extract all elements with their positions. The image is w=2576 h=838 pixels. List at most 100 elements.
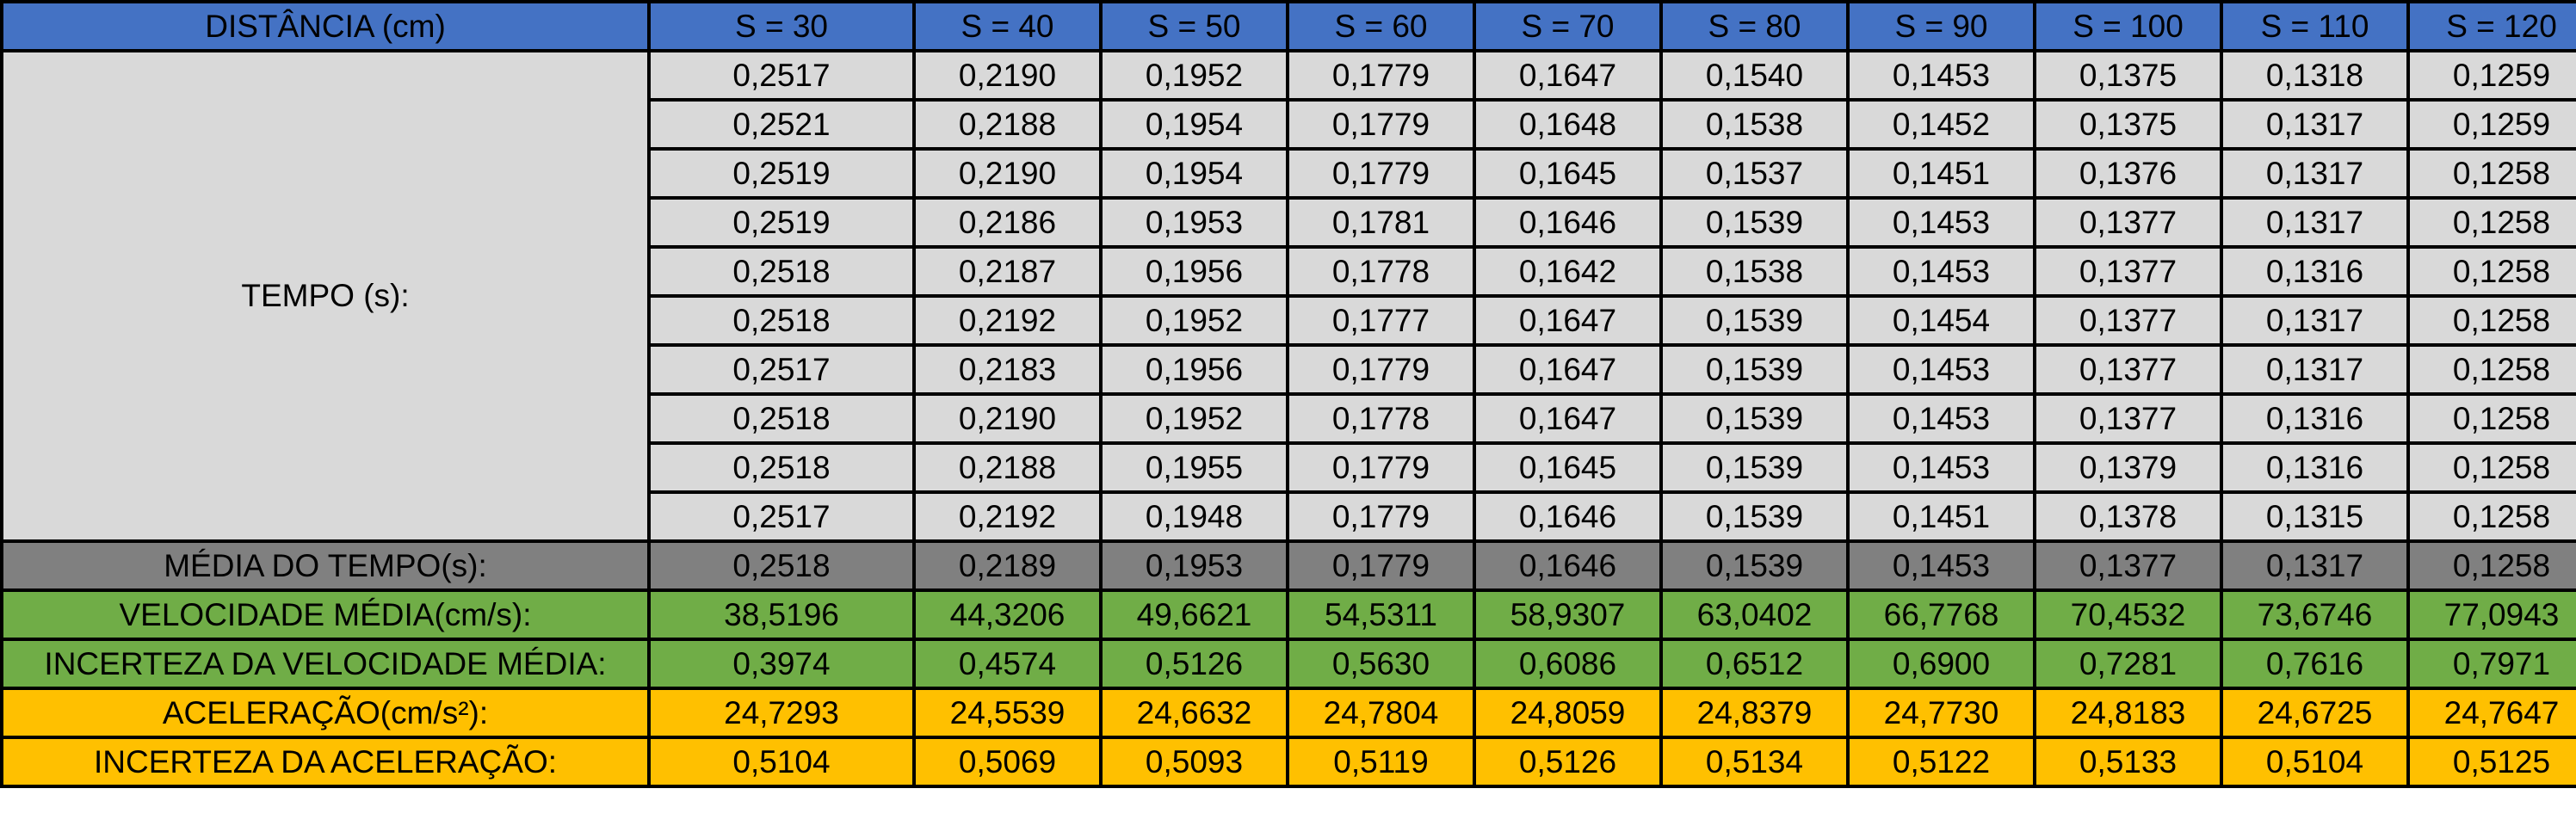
summary-label-cell: MÉDIA DO TEMPO(s): (0, 539, 651, 592)
summary-value-cell: 0,4574 (912, 638, 1103, 690)
summary-label-cell: INCERTEZA DA ACELERAÇÃO: (0, 736, 651, 788)
time-value-cell: 0,1540 (1659, 49, 1850, 102)
time-value-cell: 0,2187 (912, 245, 1103, 298)
time-value-cell: 0,1539 (1659, 392, 1850, 445)
time-value-cell: 0,2518 (647, 441, 916, 494)
time-row: 0,2518 0,2190 0,1952 0,1778 0,1647 0,1539 0,14… (2, 392, 2576, 445)
time-value-cell: 0,1259 (2406, 98, 2576, 151)
summary-label-cell: VELOCIDADE MÉDIA(cm/s): (0, 588, 651, 641)
summary-value-cell: 73,6746 (2220, 588, 2410, 641)
header-cell: S = 60 (1286, 0, 1476, 52)
time-value-cell: 0,2192 (912, 490, 1103, 543)
summary-value-cell: 24,5539 (912, 687, 1103, 739)
time-value-cell: 0,1258 (2406, 490, 2576, 543)
time-value-cell: 0,1375 (2033, 98, 2223, 151)
time-value-cell: 0,1777 (1286, 294, 1476, 347)
summary-value-cell: 0,2189 (912, 539, 1103, 592)
summary-value-cell: 24,7293 (647, 687, 916, 739)
summary-label-cell: INCERTEZA DA VELOCIDADE MÉDIA: (0, 638, 651, 690)
summary-value-cell: 0,5069 (912, 736, 1103, 788)
summary-value-cell: 58,9307 (1473, 588, 1663, 641)
time-value-cell: 0,1778 (1286, 392, 1476, 445)
time-value-cell: 0,1539 (1659, 490, 1850, 543)
time-value-cell: 0,1538 (1659, 245, 1850, 298)
time-value-cell: 0,1316 (2220, 245, 2410, 298)
header-row: DISTÂNCIA (cm) S = 30 S = 40 S = 50 S = … (0, 0, 2576, 52)
time-value-cell: 0,1645 (1473, 147, 1663, 200)
time-value-cell: 0,1648 (1473, 98, 1663, 151)
time-value-cell: 0,1453 (1846, 441, 2036, 494)
time-value-cell: 0,1376 (2033, 147, 2223, 200)
time-value-cell: 0,1647 (1473, 343, 1663, 396)
time-row: 0,2518 0,2192 0,1952 0,1777 0,1647 0,1539 0,14… (2, 294, 2576, 347)
time-value-cell: 0,1316 (2220, 392, 2410, 445)
time-value-cell: 0,1316 (2220, 441, 2410, 494)
time-row: 0,2518 0,2187 0,1956 0,1778 0,1642 0,1538 0,14… (2, 245, 2576, 298)
summary-value-cell: 0,5133 (2033, 736, 2223, 788)
summary-value-cell: 0,6900 (1846, 638, 2036, 690)
time-row: 0,2517 0,2183 0,1956 0,1779 0,1647 0,1539 0,14… (2, 343, 2576, 396)
summary-value-cell: 66,7768 (1846, 588, 2036, 641)
time-value-cell: 0,1258 (2406, 147, 2576, 200)
time-value-cell: 0,1453 (1846, 392, 2036, 445)
summary-value-cell: 0,1453 (1846, 539, 2036, 592)
time-row: 0,2519 0,2186 0,1953 0,1781 0,1646 0,1539 0,14… (2, 196, 2576, 249)
time-value-cell: 0,1647 (1473, 49, 1663, 102)
time-value-cell: 0,1451 (1846, 147, 2036, 200)
time-value-cell: 0,1317 (2220, 294, 2410, 347)
time-value-cell: 0,1954 (1099, 98, 1289, 151)
time-value-cell: 0,2190 (912, 49, 1103, 102)
time-value-cell: 0,1539 (1659, 343, 1850, 396)
time-value-cell: 0,1779 (1286, 490, 1476, 543)
time-value-cell: 0,1952 (1099, 294, 1289, 347)
time-row: TEMPO (s): 0,2517 0,2190 0,1952 0,1779 0,1647… (0, 49, 2576, 543)
summary-row-green: VELOCIDADE MÉDIA(cm/s): 38,5196 44,3206 49,… (0, 588, 2576, 641)
header-cell: S = 110 (2220, 0, 2410, 52)
time-value-cell: 0,1452 (1846, 98, 2036, 151)
header-cell: S = 50 (1099, 0, 1289, 52)
time-row: 0,2517 0,2192 0,1948 0,1779 0,1646 0,1539 0,14… (2, 490, 2576, 543)
time-value-cell: 0,1956 (1099, 343, 1289, 396)
summary-value-cell: 24,8183 (2033, 687, 2223, 739)
header-cell: S = 40 (912, 0, 1103, 52)
summary-value-cell: 77,0943 (2406, 588, 2576, 641)
time-value-cell: 0,1259 (2406, 49, 2576, 102)
time-value-cell: 0,2186 (912, 196, 1103, 249)
summary-value-cell: 0,7616 (2220, 638, 2410, 690)
time-value-cell: 0,1645 (1473, 441, 1663, 494)
time-value-cell: 0,1258 (2406, 294, 2576, 347)
time-value-cell: 0,1258 (2406, 343, 2576, 396)
time-value-cell: 0,1778 (1286, 245, 1476, 298)
time-value-cell: 0,1378 (2033, 490, 2223, 543)
time-value-cell: 0,1539 (1659, 441, 1850, 494)
header-cell: S = 100 (2033, 0, 2223, 52)
header-cell: S = 90 (1846, 0, 2036, 52)
summary-value-cell: 0,5093 (1099, 736, 1289, 788)
time-value-cell: 0,1377 (2033, 196, 2223, 249)
time-value-cell: 0,1953 (1099, 196, 1289, 249)
summary-value-cell: 0,1377 (2033, 539, 2223, 592)
summary-value-cell: 0,2518 (647, 539, 916, 592)
header-cell: S = 120 (2406, 0, 2576, 52)
time-value-cell: 0,1537 (1659, 147, 1850, 200)
time-value-cell: 0,1646 (1473, 196, 1663, 249)
time-value-cell: 0,1539 (1659, 294, 1850, 347)
summary-value-cell: 0,1953 (1099, 539, 1289, 592)
header-cell: S = 80 (1659, 0, 1850, 52)
time-value-cell: 0,1779 (1286, 98, 1476, 151)
summary-value-cell: 0,5104 (647, 736, 916, 788)
time-value-cell: 0,1317 (2220, 343, 2410, 396)
time-value-cell: 0,1453 (1846, 343, 2036, 396)
summary-value-cell: 54,5311 (1286, 588, 1476, 641)
header-label-cell: DISTÂNCIA (cm) (0, 0, 651, 52)
summary-value-cell: 0,7281 (2033, 638, 2223, 690)
time-value-cell: 0,1377 (2033, 294, 2223, 347)
tempo-label-cell: TEMPO (s): (0, 49, 651, 543)
time-row: 0,2519 0,2190 0,1954 0,1779 0,1645 0,1537 0,14… (2, 147, 2576, 200)
time-value-cell: 0,1952 (1099, 49, 1289, 102)
summary-value-cell: 24,8059 (1473, 687, 1663, 739)
time-value-cell: 0,1779 (1286, 49, 1476, 102)
summary-row-green: INCERTEZA DA VELOCIDADE MÉDIA: 0,3974 0,45… (0, 638, 2576, 690)
time-value-cell: 0,2521 (647, 98, 916, 151)
time-value-cell: 0,1258 (2406, 441, 2576, 494)
